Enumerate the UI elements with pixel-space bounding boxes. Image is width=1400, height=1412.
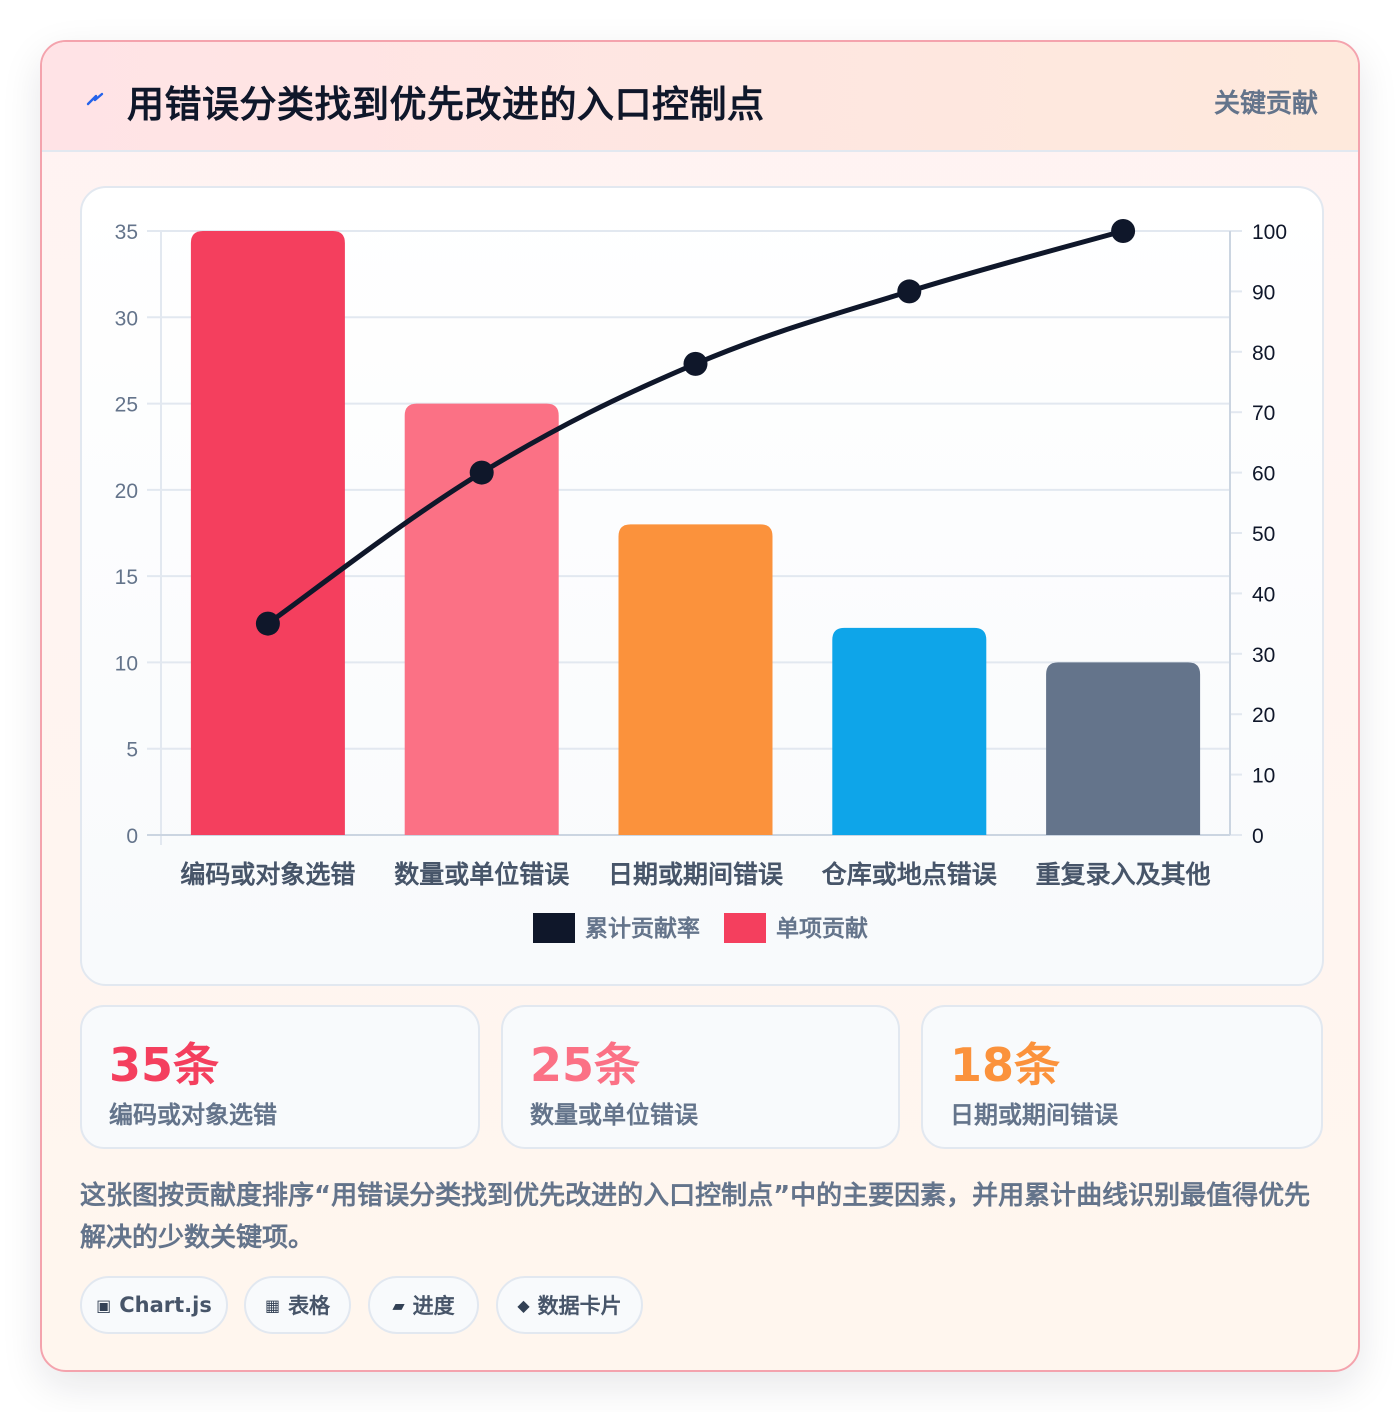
legend-label: 累计贡献率 xyxy=(585,915,700,942)
stat-card: 35条 编码或对象选错 xyxy=(80,1005,480,1149)
y-left-tick-label: 30 xyxy=(115,307,138,330)
y-left-tick-label: 35 xyxy=(115,221,138,244)
y-left-tick-label: 15 xyxy=(115,566,138,589)
cumulative-point xyxy=(1111,219,1136,243)
y-right-tick-label: 20 xyxy=(1252,704,1275,727)
x-tick-label: 日期或期间错误 xyxy=(608,860,784,889)
card-header: 用错误分类找到优先改进的入口控制点 关键贡献 xyxy=(42,42,1358,152)
y-right-tick-label: 60 xyxy=(1252,463,1275,486)
header-tag: 关键贡献 xyxy=(1213,89,1318,119)
pill-label: 进度 xyxy=(412,1294,455,1318)
legend-swatch xyxy=(533,913,575,943)
cumulative-point xyxy=(897,279,922,304)
chart-panel: 0 5 10 15 20 25 30 35 0 10 20 30 40 50 60 70 80 90 100 编码或对… xyxy=(80,186,1324,986)
stat-card: 25条 数量或单位错误 xyxy=(501,1005,900,1149)
stat-value: 18条 xyxy=(950,1038,1061,1092)
pill-table[interactable]: ▦ 表格 xyxy=(244,1276,351,1334)
pill-chartjs[interactable]: ▣ Chart.js xyxy=(80,1276,228,1334)
pill-data-card[interactable]: ◆ 数据卡片 xyxy=(496,1276,643,1334)
x-tick-label: 仓库或地点错误 xyxy=(821,860,998,889)
page-title: 用错误分类找到优先改进的入口控制点 xyxy=(127,83,765,126)
pill-label: Chart.js xyxy=(119,1293,212,1317)
y-right-tick-label: 40 xyxy=(1252,583,1275,606)
bar xyxy=(832,627,987,835)
bar xyxy=(618,524,773,835)
diamond-icon: ◆ xyxy=(517,1295,530,1315)
progress-icon: ▰ xyxy=(392,1295,405,1315)
stat-value: 35条 xyxy=(109,1038,220,1092)
y-right-tick-label: 0 xyxy=(1252,825,1264,848)
y-right-tick-label: 80 xyxy=(1252,342,1275,365)
chart-icon: ▣ xyxy=(96,1295,112,1315)
y-right-tick-label: 50 xyxy=(1252,523,1275,546)
stat-label: 日期或期间错误 xyxy=(950,1101,1118,1129)
stat-value: 25条 xyxy=(530,1038,641,1092)
x-tick-label: 数量或单位错误 xyxy=(394,860,570,889)
pareto-chart: 0 5 10 15 20 25 30 35 0 10 20 30 40 50 60 70 80 90 100 编码或对… xyxy=(115,219,1287,943)
x-tick-label: 编码或对象选错 xyxy=(180,860,355,889)
pill-label: 数据卡片 xyxy=(537,1294,622,1318)
table-icon: ▦ xyxy=(264,1295,281,1315)
stat-card: 18条 日期或期间错误 xyxy=(921,1005,1323,1149)
chart-card: 用错误分类找到优先改进的入口控制点 关键贡献 0 5 10 15 20 25 30 35 0 10… xyxy=(40,40,1360,1372)
cumulative-point xyxy=(469,460,494,485)
legend-label: 单项贡献 xyxy=(776,916,868,942)
y-left-tick-label: 0 xyxy=(126,825,138,848)
y-right-tick-label: 10 xyxy=(1252,765,1275,788)
y-left-tick-label: 5 xyxy=(126,739,138,762)
y-left-tick-label: 20 xyxy=(115,480,138,503)
lightning-icon xyxy=(86,92,104,106)
y-right-tick-label: 100 xyxy=(1252,221,1287,244)
y-left-tick-label: 25 xyxy=(115,394,138,417)
y-left-tick-label: 10 xyxy=(115,652,138,675)
bar xyxy=(1046,662,1201,835)
pill-label: 表格 xyxy=(288,1294,331,1318)
stat-label: 编码或对象选错 xyxy=(109,1101,277,1129)
cumulative-point xyxy=(255,611,280,636)
pill-progress[interactable]: ▰ 进度 xyxy=(368,1276,479,1334)
x-tick-label: 重复录入及其他 xyxy=(1036,860,1211,889)
legend-swatch xyxy=(724,913,766,943)
bar xyxy=(404,403,559,835)
y-right-tick-label: 70 xyxy=(1252,402,1275,425)
bar xyxy=(190,231,345,835)
cumulative-point xyxy=(683,351,708,376)
y-right-tick-label: 30 xyxy=(1252,644,1275,667)
stat-label: 数量或单位错误 xyxy=(530,1101,698,1129)
y-right-tick-label: 90 xyxy=(1252,281,1275,304)
chart-description: 这张图按贡献度排序“用错误分类找到优先改进的入口控制点”中的主要因素，并用累计曲… xyxy=(80,1181,1311,1253)
